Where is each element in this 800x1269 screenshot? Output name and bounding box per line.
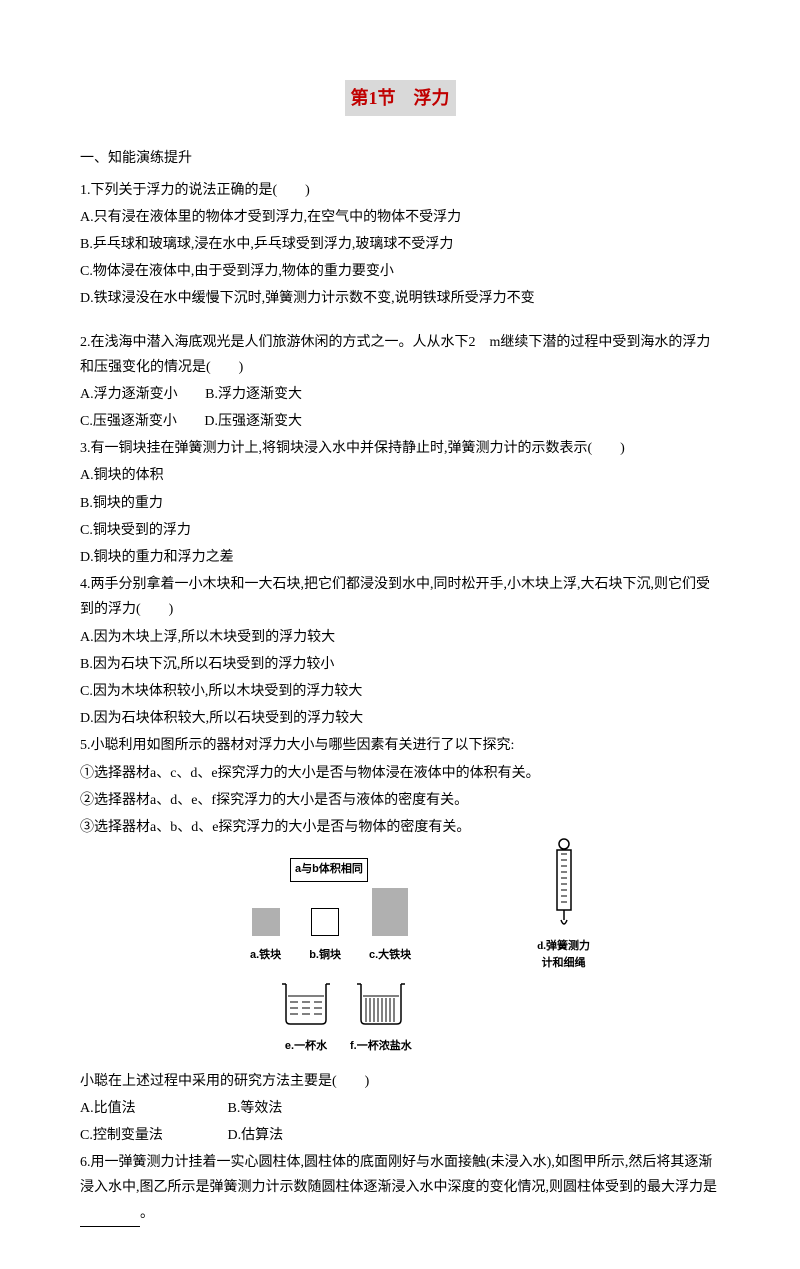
q2-opts-row2: C.压强逐渐变小 D.压强逐渐变大 — [80, 409, 720, 434]
diag-d-label-1: d.弹簧测力 — [537, 939, 590, 953]
q1-opt-a: A.只有浸在液体里的物体才受到浮力,在空气中的物体不受浮力 — [80, 205, 720, 230]
diag-e-label: e.一杯水 — [280, 1037, 332, 1057]
q5-opts-row1: A.比值法 B.等效法 — [80, 1096, 720, 1121]
q5-line3: ③选择器材a、b、d、e探究浮力的大小是否与物体的密度有关。 — [80, 815, 720, 840]
q6-blank — [80, 1201, 140, 1227]
q4-opt-b: B.因为石块下沉,所以石块受到的浮力较小 — [80, 652, 720, 677]
diag-d-label-2: 计和细绳 — [537, 956, 590, 970]
spring-scale-icon — [551, 838, 577, 928]
q5-stem: 5.小聪利用如图所示的器材对浮力大小与哪些因素有关进行了以下探究: — [80, 733, 720, 758]
title-text: 第1节 浮力 — [345, 80, 456, 116]
q6-tail: 。 — [140, 1206, 154, 1221]
q5-line2: ②选择器材a、d、e、f探究浮力的大小是否与液体的密度有关。 — [80, 788, 720, 813]
q5-opts-row2: C.控制变量法 D.估算法 — [80, 1123, 720, 1148]
q5-opt-b: B.等效法 — [228, 1101, 283, 1116]
q5-opt-a: A.比值法 — [80, 1096, 200, 1121]
q6: 6.用一弹簧测力计挂着一实心圆柱体,圆柱体的底面刚好与水面接触(未浸入水),如图… — [80, 1150, 720, 1227]
q2-stem: 2.在浅海中潜入海底观光是人们旅游休闲的方式之一。人从水下2 m继续下潜的过程中… — [80, 330, 720, 380]
iron-block-icon — [252, 908, 280, 936]
diag-beaker-e: e.一杯水 — [280, 982, 332, 1056]
diag-block-b: b.铜块 — [309, 908, 341, 966]
q5-tail: 小聪在上述过程中采用的研究方法主要是( ) — [80, 1069, 720, 1094]
q3-opt-b: B.铜块的重力 — [80, 491, 720, 516]
section-heading: 一、知能演练提升 — [80, 146, 720, 171]
q5-opt-c: C.控制变量法 — [80, 1123, 200, 1148]
beaker-water-icon — [280, 982, 332, 1026]
q3-opt-d: D.铜块的重力和浮力之差 — [80, 545, 720, 570]
q1-opt-c: C.物体浸在液体中,由于受到浮力,物体的重力要变小 — [80, 259, 720, 284]
q6-stem: 6.用一弹簧测力计挂着一实心圆柱体,圆柱体的底面刚好与水面接触(未浸入水),如图… — [80, 1155, 717, 1195]
q4-opt-c: C.因为木块体积较小,所以木块受到的浮力较大 — [80, 679, 720, 704]
q2-opt-a: A.浮力逐渐变小 — [80, 387, 178, 402]
diag-block-c: c.大铁块 — [369, 888, 411, 966]
beaker-saltwater-icon — [355, 982, 407, 1026]
q4-stem: 4.两手分别拿着一小木块和一大石块,把它们都浸没到水中,同时松开手,小木块上浮,… — [80, 572, 720, 622]
q5-opt-d: D.估算法 — [228, 1128, 284, 1143]
q3-opt-c: C.铜块受到的浮力 — [80, 518, 720, 543]
diag-f-label: f.一杯浓盐水 — [350, 1037, 412, 1057]
q5-diagram: a与b体积相同 a.铁块 b.铜块 c.大铁块 — [80, 858, 720, 1057]
q2-opt-c: C.压强逐渐变小 — [80, 414, 177, 429]
q5-line1: ①选择器材a、c、d、e探究浮力的大小是否与物体浸在液体中的体积有关。 — [80, 761, 720, 786]
diag-a-label: a.铁块 — [250, 946, 281, 966]
diag-ab-label: a与b体积相同 — [290, 858, 368, 882]
q4-opt-d: D.因为石块体积较大,所以石块受到的浮力较大 — [80, 706, 720, 731]
diag-spring-scale: d.弹簧测力 计和细绳 — [537, 838, 590, 970]
q3-opt-a: A.铜块的体积 — [80, 463, 720, 488]
q3-stem: 3.有一铜块挂在弹簧测力计上,将铜块浸入水中并保持静止时,弹簧测力计的示数表示(… — [80, 436, 720, 461]
page-title: 第1节 浮力 — [80, 80, 720, 116]
q1-opt-d: D.铁球浸没在水中缓慢下沉时,弹簧测力计示数不变,说明铁球所受浮力不变 — [80, 286, 720, 311]
diag-b-label: b.铜块 — [309, 946, 341, 966]
q1-stem: 1.下列关于浮力的说法正确的是( ) — [80, 178, 720, 203]
diag-beaker-f: f.一杯浓盐水 — [350, 982, 412, 1056]
diag-block-a: a.铁块 — [250, 908, 281, 966]
q1-opt-b: B.乒乓球和玻璃球,浸在水中,乒乓球受到浮力,玻璃球不受浮力 — [80, 232, 720, 257]
q2-opts-row1: A.浮力逐渐变小 B.浮力逐渐变大 — [80, 382, 720, 407]
copper-block-icon — [311, 908, 339, 936]
q2-opt-b: B.浮力逐渐变大 — [205, 387, 302, 402]
spacer — [80, 314, 720, 328]
q2-opt-d: D.压强逐渐变大 — [204, 414, 302, 429]
big-iron-block-icon — [372, 888, 408, 936]
diag-c-label: c.大铁块 — [369, 946, 411, 966]
q4-opt-a: A.因为木块上浮,所以木块受到的浮力较大 — [80, 625, 720, 650]
